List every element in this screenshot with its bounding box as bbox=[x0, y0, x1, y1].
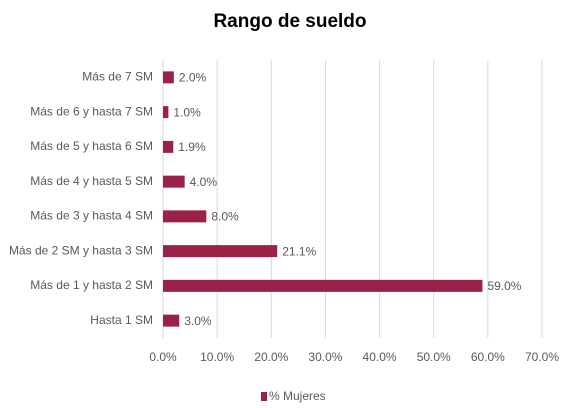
bar bbox=[163, 279, 483, 292]
x-tick-label: 40.0% bbox=[363, 350, 397, 364]
y-tick-label: Más de 1 y hasta 2 SM bbox=[30, 278, 153, 292]
x-tick-label: 20.0% bbox=[254, 350, 288, 364]
y-tick-label: Más de 3 y hasta 4 SM bbox=[30, 209, 153, 223]
x-tick-label: 10.0% bbox=[200, 350, 234, 364]
bar bbox=[163, 175, 185, 188]
bar bbox=[163, 106, 169, 119]
legend-swatch bbox=[261, 392, 267, 401]
data-label: 59.0% bbox=[487, 279, 521, 293]
data-label: 3.0% bbox=[184, 314, 212, 328]
x-tick-label: 70.0% bbox=[525, 350, 559, 364]
y-tick-label: Hasta 1 SM bbox=[90, 313, 153, 327]
y-tick-label: Más de 7 SM bbox=[82, 70, 153, 84]
bar bbox=[163, 245, 278, 258]
y-tick-label: Más de 2 SM y hasta 3 SM bbox=[9, 243, 153, 257]
x-tick-label: 30.0% bbox=[308, 350, 342, 364]
data-label: 1.9% bbox=[178, 140, 206, 154]
x-tick-label: 50.0% bbox=[417, 350, 451, 364]
x-tick-label: 60.0% bbox=[471, 350, 505, 364]
bar bbox=[163, 140, 174, 153]
bar bbox=[163, 71, 174, 84]
bar bbox=[163, 210, 207, 223]
legend-label: % Mujeres bbox=[269, 389, 326, 403]
data-label: 2.0% bbox=[179, 71, 207, 85]
data-label: 21.1% bbox=[282, 244, 316, 258]
bar bbox=[163, 314, 180, 327]
data-label: 4.0% bbox=[190, 175, 218, 189]
y-tick-label: Más de 5 y hasta 6 SM bbox=[30, 139, 153, 153]
x-tick-label: 0.0% bbox=[149, 350, 177, 364]
chart-title: Rango de sueldo bbox=[213, 11, 366, 32]
y-tick-label: Más de 4 y hasta 5 SM bbox=[30, 174, 153, 188]
data-label: 1.0% bbox=[173, 105, 201, 119]
y-tick-label: Más de 6 y hasta 7 SM bbox=[30, 104, 153, 118]
data-label: 8.0% bbox=[211, 210, 239, 224]
